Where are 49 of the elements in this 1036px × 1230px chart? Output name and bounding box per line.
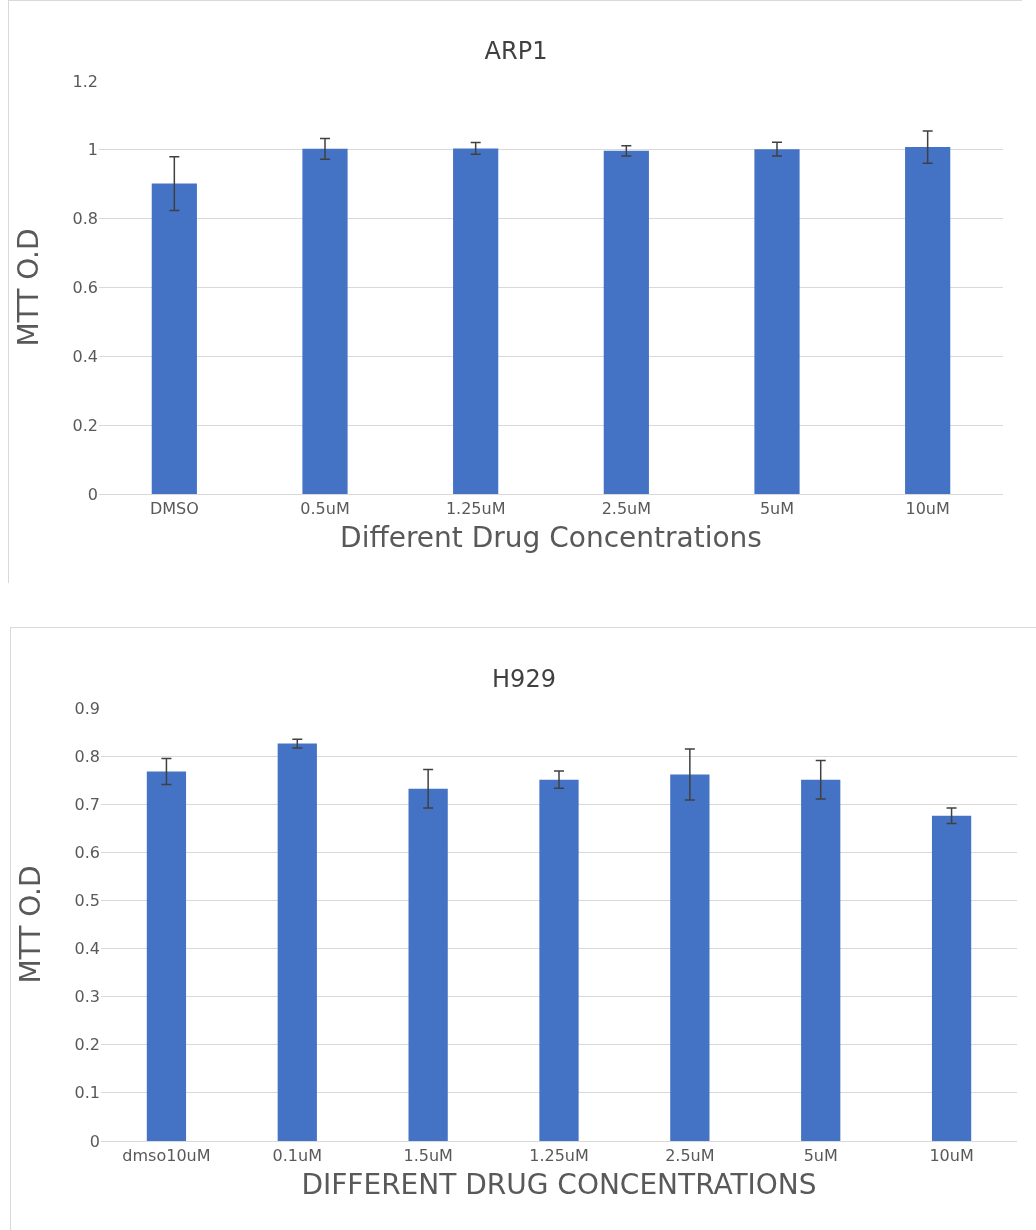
y-axis-title: MTT O.D — [14, 865, 48, 984]
x-tick-label: 10uM — [929, 1146, 974, 1166]
x-tick-label: 10uM — [905, 499, 950, 519]
bar — [146, 771, 187, 1141]
y-tick-label: 1 — [87, 140, 98, 160]
bar — [453, 148, 499, 494]
bar — [754, 149, 800, 494]
bar — [539, 779, 579, 1141]
x-tick-label: 5uM — [803, 1146, 838, 1166]
y-tick-label: 1.2 — [72, 71, 98, 91]
x-tick-label: 1.5uM — [403, 1146, 453, 1166]
x-tick-label: 0.1uM — [272, 1146, 322, 1166]
bar — [277, 743, 317, 1141]
x-tick-label: DMSO — [149, 499, 199, 519]
bar — [905, 147, 951, 494]
bar — [670, 774, 710, 1141]
bar — [801, 779, 841, 1141]
bar — [151, 183, 197, 494]
y-tick-label: 0.9 — [74, 698, 100, 718]
bar — [302, 148, 348, 494]
y-tick-label: 0.3 — [74, 987, 100, 1007]
chart-title: ARP1 — [484, 36, 548, 65]
x-axis-title: DIFFERENT DRUG CONCENTRATIONS — [301, 1168, 817, 1202]
y-tick-label: 0 — [89, 1131, 100, 1151]
x-tick-label: 2.5uM — [665, 1146, 715, 1166]
x-tick-label: dmso10uM — [122, 1146, 211, 1166]
bar — [408, 788, 448, 1141]
y-tick-label: 0.8 — [72, 209, 98, 229]
y-tick-label: 0.2 — [74, 1035, 100, 1055]
x-axis-title: Different Drug Concentrations — [340, 521, 762, 555]
y-tick-label: 0.6 — [72, 278, 98, 298]
x-tick-label: 1.25uM — [529, 1146, 589, 1166]
y-tick-label: 0.4 — [74, 939, 100, 959]
y-tick-label: 0.6 — [74, 842, 100, 862]
y-tick-label: 0.1 — [74, 1083, 100, 1103]
y-tick-label: 0.8 — [74, 746, 100, 766]
x-tick-label: 5uM — [759, 499, 795, 519]
y-axis-title: MTT O.D — [12, 228, 46, 347]
bar — [603, 150, 649, 494]
y-tick-label: 0.7 — [74, 794, 100, 814]
y-tick-label: 0.2 — [72, 415, 98, 435]
x-tick-label: 0.5uM — [300, 499, 350, 519]
y-tick-label: 0.4 — [72, 346, 98, 366]
y-tick-label: 0 — [87, 484, 98, 504]
bar — [931, 815, 972, 1141]
x-tick-label: 1.25uM — [445, 499, 506, 519]
y-tick-label: 0.5 — [74, 891, 100, 911]
x-tick-label: 2.5uM — [601, 499, 652, 519]
chart-title: H929 — [492, 665, 556, 694]
